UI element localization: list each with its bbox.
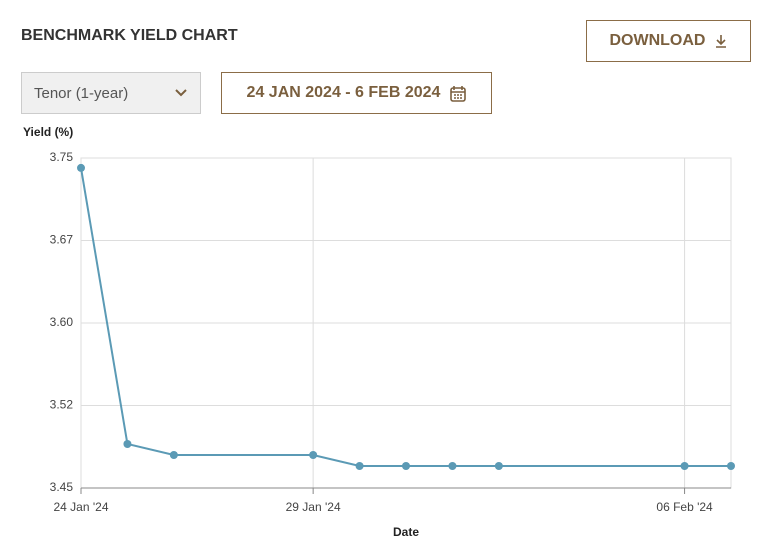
point xyxy=(494,462,503,470)
y-tick-label: 3.52 xyxy=(50,398,74,412)
y-tick-label: 3.45 xyxy=(50,480,74,494)
download-label: DOWNLOAD xyxy=(609,32,706,49)
point xyxy=(123,440,132,448)
y-axis-label: Yield (%) xyxy=(23,125,73,139)
point xyxy=(727,462,735,470)
point xyxy=(309,451,318,459)
date-range-button[interactable]: 24 JAN 2024 - 6 FEB 2024 xyxy=(221,72,492,114)
point xyxy=(448,462,457,470)
point xyxy=(402,462,410,470)
y-tick-label: 3.75 xyxy=(50,150,74,164)
y-tick-label: 3.67 xyxy=(50,233,74,247)
x-tick-label: 24 Jan '24 xyxy=(53,500,108,514)
date-range-label: 24 JAN 2024 - 6 FEB 2024 xyxy=(246,84,441,101)
download-button[interactable]: DOWNLOAD xyxy=(586,20,751,62)
point xyxy=(169,451,178,459)
point xyxy=(77,163,85,172)
x-axis-label: Date xyxy=(393,525,419,539)
tenor-label: Tenor (1-year) xyxy=(34,84,129,102)
point xyxy=(680,462,689,470)
page-title: BENCHMARK YIELD CHART xyxy=(21,27,238,44)
point xyxy=(355,462,364,470)
download-icon xyxy=(716,35,727,48)
chevron-icon xyxy=(175,89,187,97)
x-tick-label: 29 Jan '24 xyxy=(286,500,341,514)
line xyxy=(80,167,731,467)
x-tick-label: 06 Feb '24 xyxy=(656,500,713,514)
tenor-select[interactable]: Tenor (1-year) xyxy=(21,72,201,114)
calendar-icon xyxy=(450,85,467,102)
y-tick-label: 3.60 xyxy=(50,315,74,329)
